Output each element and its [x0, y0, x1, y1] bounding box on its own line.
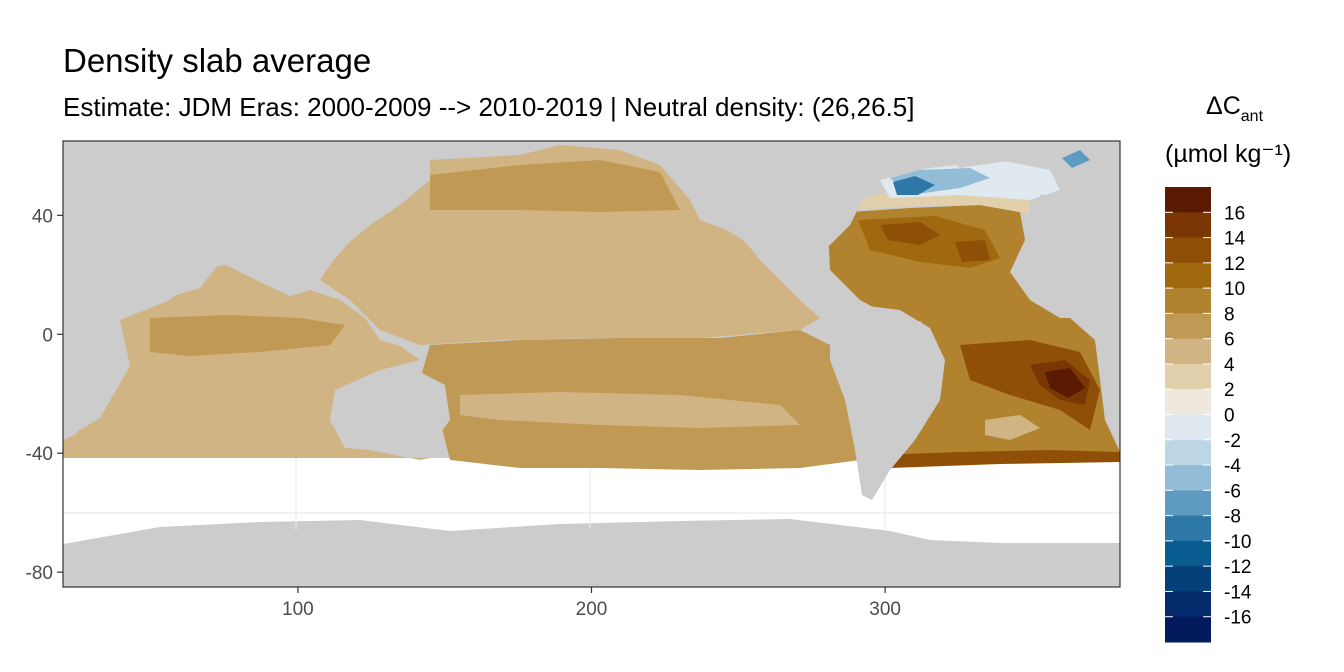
africa: [63, 240, 200, 440]
north-atlantic-hotspot-2: [955, 240, 990, 262]
legend-swatch: [1165, 389, 1211, 415]
legend-label: -8: [1224, 507, 1241, 528]
greenland: [930, 141, 1080, 168]
legend-swatch: [1165, 363, 1211, 390]
x-tick-label: 300: [869, 599, 901, 620]
x-tick-label: 200: [576, 599, 608, 620]
legend-colorbar: [1165, 187, 1211, 643]
legend-label: 2: [1224, 380, 1235, 401]
south-atlantic-max: [1045, 368, 1085, 398]
legend-title-main: ΔCant: [1206, 92, 1264, 125]
antarctica-shape: [63, 519, 1120, 587]
legend-swatch: [1165, 212, 1211, 239]
legend-swatch: [1165, 262, 1211, 289]
legend-label: -12: [1224, 557, 1251, 578]
x-axis: 100 200 300: [282, 587, 901, 620]
legend-label: -6: [1224, 481, 1241, 502]
legend-label: 10: [1224, 279, 1245, 300]
legend-swatch: [1165, 591, 1211, 618]
legend-label: 0: [1224, 406, 1235, 427]
x-tick-label: 100: [282, 599, 314, 620]
y-tick-label: -80: [26, 563, 53, 584]
north-pacific-band: [430, 160, 680, 212]
south-atlantic-boundary: [880, 450, 1120, 468]
legend-swatch: [1165, 465, 1211, 491]
legend-label: 16: [1224, 203, 1245, 224]
legend: ΔCant (µmol kg⁻¹) 16 14 12 10 8 6 4 2 0 -2 -4 -6 -8 -…: [1165, 92, 1291, 643]
legend-label: 6: [1224, 330, 1235, 351]
legend-swatch: [1165, 187, 1211, 213]
legend-label: 8: [1224, 304, 1235, 325]
legend-swatch: [1165, 439, 1211, 466]
legend-swatch: [1165, 237, 1211, 264]
legend-label: 12: [1224, 254, 1245, 275]
land-masses: [63, 141, 1120, 500]
legend-swatch: [1165, 490, 1211, 517]
legend-label: -2: [1224, 431, 1241, 452]
south-atlantic-light-patch: [985, 415, 1040, 440]
asia: [63, 141, 500, 290]
legend-swatch: [1165, 414, 1211, 441]
legend-swatch: [1165, 616, 1211, 643]
chart-title: Density slab average: [63, 42, 372, 79]
labrador-sea-blue: [1062, 150, 1090, 168]
y-tick-label: 0: [42, 325, 53, 346]
legend-label: -10: [1224, 532, 1251, 553]
legend-label: -4: [1224, 456, 1241, 477]
grid-lines: [63, 458, 1120, 530]
europe: [1030, 190, 1120, 320]
chart-subtitle: Estimate: JDM Eras: 2000-2009 --> 2010-2…: [63, 92, 915, 122]
australia: [335, 372, 450, 442]
north-atlantic-hotspot: [880, 222, 940, 245]
north-america: [700, 185, 860, 265]
legend-labels: 16 14 12 10 8 6 4 2 0 -2 -4 -6 -8 -10 -12 -14 -16: [1165, 203, 1252, 629]
legend-label: 4: [1224, 355, 1235, 376]
legend-swatch: [1165, 313, 1211, 340]
indian-ocean-band: [150, 315, 345, 356]
south-pacific-band: [460, 392, 800, 428]
legend-title-unit: (µmol kg⁻¹): [1165, 140, 1291, 168]
legend-swatch: [1165, 338, 1211, 365]
y-tick-label: 40: [32, 206, 53, 227]
legend-swatch: [1165, 515, 1211, 542]
legend-swatch: [1165, 566, 1211, 592]
legend-swatch: [1165, 540, 1211, 567]
legend-label: 14: [1224, 229, 1246, 250]
south-america: [830, 305, 945, 500]
legend-swatch: [1165, 288, 1211, 314]
y-tick-label: -40: [26, 444, 53, 465]
legend-label: -16: [1224, 608, 1251, 629]
legend-label: -14: [1224, 582, 1252, 603]
y-axis: 40 0 -40 -80: [26, 206, 63, 584]
indian-ocean: [63, 262, 430, 460]
subpolar-atlantic-deep: [893, 176, 935, 195]
